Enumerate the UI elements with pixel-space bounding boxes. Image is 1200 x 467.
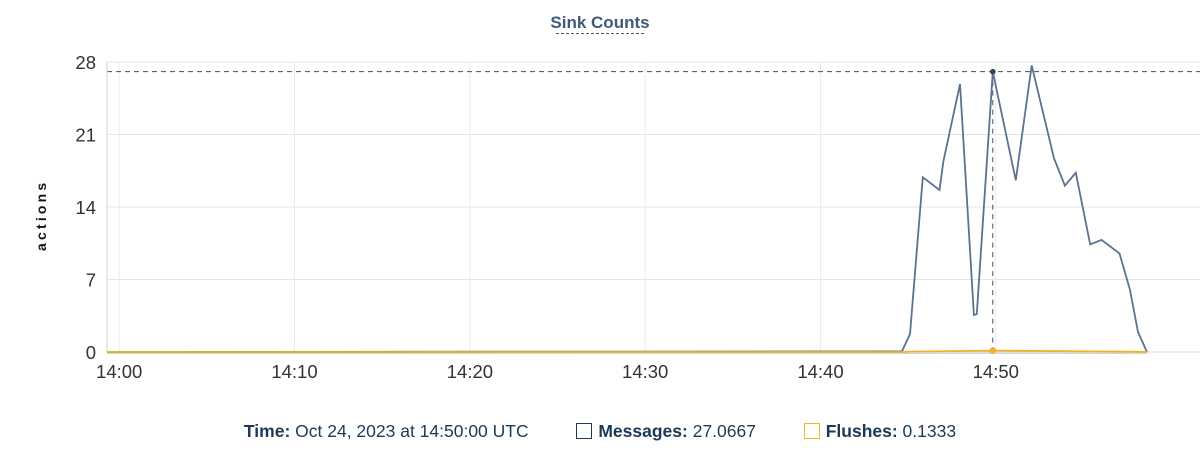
svg-text:14:40: 14:40 <box>797 361 843 382</box>
svg-text:14: 14 <box>75 197 96 218</box>
svg-text:14:10: 14:10 <box>271 361 317 382</box>
svg-text:0: 0 <box>86 342 96 363</box>
svg-text:14:30: 14:30 <box>622 361 668 382</box>
svg-text:14:50: 14:50 <box>973 361 1019 382</box>
svg-text:14:00: 14:00 <box>96 361 142 382</box>
svg-text:7: 7 <box>86 270 96 291</box>
svg-text:28: 28 <box>75 52 96 73</box>
svg-text:21: 21 <box>75 125 96 146</box>
svg-text:14:20: 14:20 <box>447 361 493 382</box>
